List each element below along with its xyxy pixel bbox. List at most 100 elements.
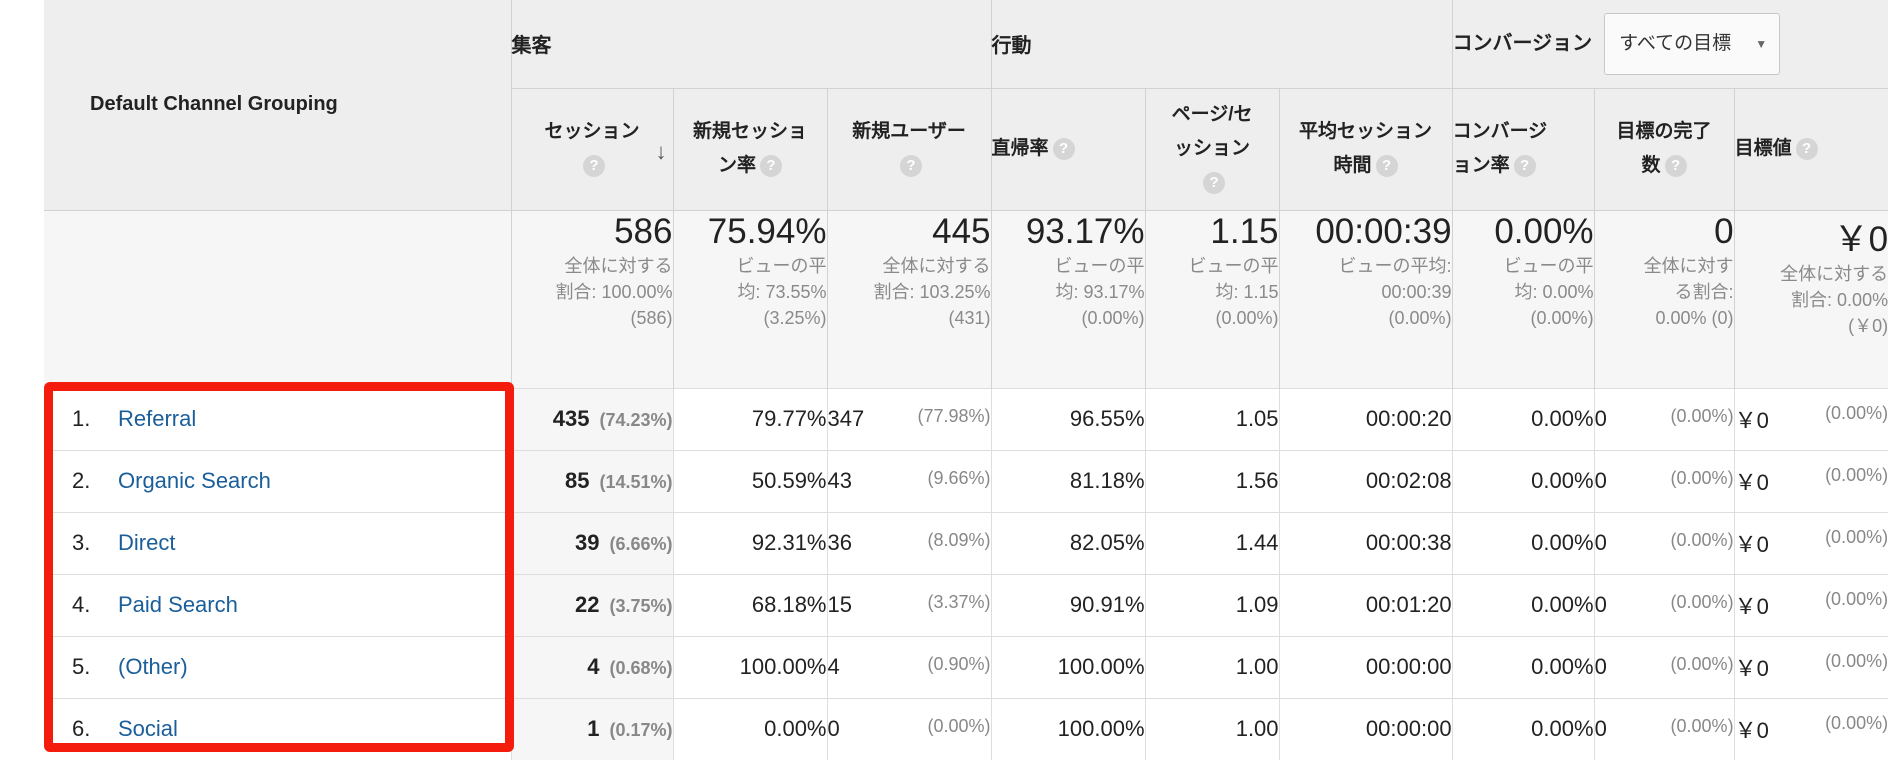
sessions-cell: 22 (3.75%) xyxy=(510,573,673,636)
table-row[interactable]: 3. Direct 39 (6.66%) 92.31% 36 (8.09%) 82.0… xyxy=(44,511,1888,574)
bounce-rate-cell: 96.55% xyxy=(990,387,1146,450)
question-circle-icon[interactable]: ? xyxy=(900,154,923,177)
total-goal-value: ￥0 全体に対する 割合: 0.00% (￥0) xyxy=(1733,209,1888,388)
row-number: 3. xyxy=(72,530,91,555)
pages-per-session-cell: 1.05 xyxy=(1144,387,1280,450)
goal-value-value: ￥0 xyxy=(1734,470,1769,495)
dimension-label: Default Channel Grouping xyxy=(90,93,338,116)
new-users-pct: (0.90%) xyxy=(927,654,991,674)
group-conversion: コンバージョン すべての目標 ▼ xyxy=(1451,0,1888,88)
pages-per-session-cell: 1.00 xyxy=(1144,635,1280,698)
question-circle-icon[interactable]: ? xyxy=(1375,154,1398,177)
goal-completions-pct: (0.00%) xyxy=(1670,716,1734,737)
avg-duration-cell: 00:02:08 xyxy=(1278,449,1453,512)
channel-link[interactable]: Direct xyxy=(118,530,176,555)
new-users-cell: 347 (77.98%) xyxy=(826,387,992,450)
channel-cell: 4. Paid Search xyxy=(44,573,511,636)
goal-value-cell: ￥0 (0.00%) xyxy=(1733,511,1888,574)
total-avg-duration: 00:00:39 ビューの平均: 00:00:39 (0.00%) xyxy=(1278,209,1453,388)
goal-value-value: ￥0 xyxy=(1734,408,1769,433)
col-pages-per-session[interactable]: ページ/セ ッション? xyxy=(1144,87,1280,210)
channel-link[interactable]: Social xyxy=(118,716,178,742)
new-session-rate-cell: 68.18% xyxy=(672,573,827,636)
col-goal-value[interactable]: 目標値? xyxy=(1733,87,1888,210)
question-circle-icon[interactable]: ? xyxy=(1513,154,1536,177)
new-users-value: 0 xyxy=(827,716,840,742)
avg-duration-cell: 00:01:20 xyxy=(1278,573,1453,636)
caret-down-icon: ▼ xyxy=(1755,36,1768,51)
row-number: 6. xyxy=(72,716,91,742)
goal-select-dropdown[interactable]: すべての目標 ▼ xyxy=(1604,12,1781,75)
conversion-rate-cell: 0.00% xyxy=(1451,449,1595,512)
totals-dimension-cell xyxy=(44,209,511,388)
channel-cell: 5. (Other) xyxy=(44,635,511,698)
sessions-value: 435 xyxy=(552,406,590,431)
question-circle-icon[interactable]: ? xyxy=(1052,137,1075,160)
data-rows: 1. Referral 435 (74.23%) 79.77% 347 (77.98%… xyxy=(44,387,1888,760)
sessions-pct: (14.51%) xyxy=(599,472,673,492)
new-users-value: 347 xyxy=(827,406,865,431)
table-row[interactable]: 2. Organic Search 85 (14.51%) 50.59% 43 (9.… xyxy=(44,449,1888,512)
col-new-users-label: 新規ユーザー xyxy=(852,121,966,142)
goal-completions-pct: (0.00%) xyxy=(1670,654,1734,674)
sessions-pct: (3.75%) xyxy=(609,596,673,616)
table-row[interactable]: 6. Social 1 (0.17%) 0.00% 0 (0.00%) 100.00%… xyxy=(44,697,1888,760)
bounce-rate-cell: 82.05% xyxy=(990,511,1146,574)
arrow-down-icon: ↓ xyxy=(655,138,667,164)
new-users-value: 43 xyxy=(827,468,852,493)
new-users-pct: (9.66%) xyxy=(927,468,991,488)
question-circle-icon[interactable]: ? xyxy=(1795,137,1818,160)
bounce-rate-cell: 100.00% xyxy=(990,697,1146,760)
new-users-cell: 36 (8.09%) xyxy=(826,511,992,574)
col-conversion-rate[interactable]: コンバージ ョン率? xyxy=(1451,87,1595,210)
sessions-value: 39 xyxy=(574,530,600,555)
channel-report-table: Default Channel Grouping 集客 行動 コンバージョン すべ… xyxy=(44,0,1888,760)
col-bounce-rate[interactable]: 直帰率? xyxy=(990,87,1146,210)
col-avg-duration-label: 平均セッション 時間 xyxy=(1299,121,1433,176)
channel-cell: 3. Direct xyxy=(44,511,511,574)
goal-completions-value: 0 xyxy=(1594,468,1607,493)
row-number: 2. xyxy=(72,468,91,493)
col-goal-completions[interactable]: 目標の完了数? xyxy=(1593,87,1735,210)
dimension-header[interactable]: Default Channel Grouping xyxy=(44,0,511,210)
goal-completions-pct: (0.00%) xyxy=(1670,468,1734,488)
bounce-rate-cell: 90.91% xyxy=(990,573,1146,636)
col-new-users[interactable]: 新規ユーザー? xyxy=(826,87,992,210)
sessions-pct: (0.68%) xyxy=(609,658,673,678)
col-new-session-rate[interactable]: 新規セッショ ン率? xyxy=(672,87,827,210)
conversion-rate-cell: 0.00% xyxy=(1451,387,1595,450)
question-circle-icon[interactable]: ? xyxy=(583,154,605,177)
question-circle-icon[interactable]: ? xyxy=(1203,171,1226,194)
bounce-rate-cell: 100.00% xyxy=(990,635,1146,698)
col-pages-per-session-label: ページ/セ ッション xyxy=(1171,104,1253,159)
group-behavior-label: 行動 xyxy=(991,35,1032,58)
goal-value-cell: ￥0 (0.00%) xyxy=(1733,449,1888,512)
channel-link[interactable]: Referral xyxy=(118,406,197,431)
new-session-rate-cell: 50.59% xyxy=(672,449,827,512)
channel-link[interactable]: Organic Search xyxy=(118,468,271,493)
col-avg-duration[interactable]: 平均セッション 時間? xyxy=(1278,87,1453,210)
column-header-row: セッション? ↓ 新規セッショ ン率? 新規ユーザー? 直帰率? ページ/セ ッション… xyxy=(44,87,1888,210)
question-circle-icon[interactable]: ? xyxy=(760,154,782,177)
goal-completions-value: 0 xyxy=(1594,592,1607,617)
goal-value-pct: (0.00%) xyxy=(1825,403,1888,423)
question-circle-icon[interactable]: ? xyxy=(1664,154,1687,177)
total-new-users: 445 全体に対する 割合: 103.25% (431) xyxy=(826,209,992,388)
new-session-rate-cell: 100.00% xyxy=(672,635,827,698)
new-users-pct: (0.00%) xyxy=(927,716,991,737)
new-session-rate-cell: 0.00% xyxy=(672,697,827,760)
channel-link[interactable]: (Other) xyxy=(118,654,188,679)
avg-duration-cell: 00:00:00 xyxy=(1278,635,1453,698)
pages-per-session-cell: 1.56 xyxy=(1144,449,1280,512)
col-sessions[interactable]: セッション? ↓ xyxy=(510,87,673,210)
table-row[interactable]: 4. Paid Search 22 (3.75%) 68.18% 15 (3.37%)… xyxy=(44,573,1888,636)
sessions-cell: 1 (0.17%) xyxy=(510,697,673,760)
sessions-pct: (74.23%) xyxy=(599,410,673,430)
table-row[interactable]: 1. Referral 435 (74.23%) 79.77% 347 (77.98%… xyxy=(44,387,1888,450)
table-row[interactable]: 5. (Other) 4 (0.68%) 100.00% 4 (0.90%) 100.… xyxy=(44,635,1888,698)
new-users-cell: 0 (0.00%) xyxy=(826,697,992,760)
sessions-value: 22 xyxy=(574,592,600,617)
channel-link[interactable]: Paid Search xyxy=(118,592,238,617)
avg-duration-cell: 00:00:38 xyxy=(1278,511,1453,574)
